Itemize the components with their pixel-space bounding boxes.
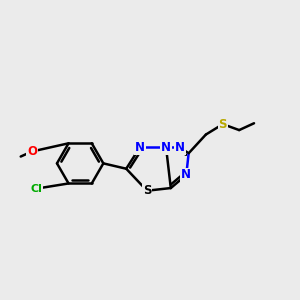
Text: O: O <box>27 145 37 158</box>
Text: N: N <box>135 141 145 154</box>
Text: N: N <box>175 141 185 154</box>
Text: N: N <box>161 141 171 154</box>
Text: Cl: Cl <box>31 184 42 194</box>
Text: S: S <box>143 184 151 197</box>
Text: S: S <box>219 118 227 130</box>
Text: N: N <box>181 169 191 182</box>
